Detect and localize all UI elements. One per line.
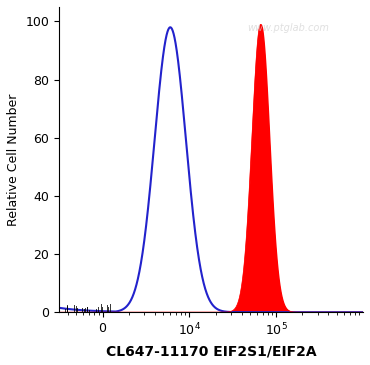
X-axis label: CL647-11170 EIF2S1/EIF2A: CL647-11170 EIF2S1/EIF2A — [106, 344, 316, 358]
Y-axis label: Relative Cell Number: Relative Cell Number — [7, 93, 20, 226]
Text: www.ptglab.com: www.ptglab.com — [248, 23, 329, 33]
